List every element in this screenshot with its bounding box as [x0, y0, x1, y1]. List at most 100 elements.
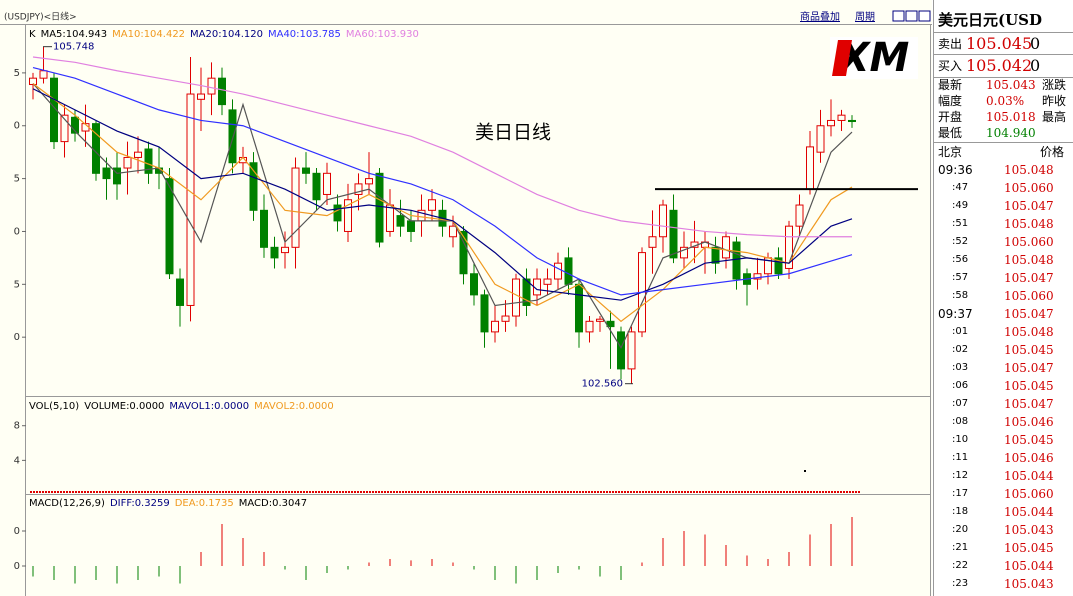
candle-body	[732, 241, 741, 280]
high-label: 105.748	[53, 42, 94, 53]
stats-row: 幅度 0.03% 昨收	[934, 93, 1073, 109]
candle-body	[669, 209, 678, 259]
tick-time: :22	[952, 560, 969, 571]
quote-title-text: 美元日元(USD	[938, 11, 1043, 29]
tick-time: :10	[952, 434, 969, 445]
candle-body	[554, 262, 562, 280]
tick-time: :17	[952, 488, 969, 499]
tick-price: 105.048	[1004, 325, 1054, 339]
candle-body	[354, 183, 363, 195]
tick-time: :23	[952, 578, 969, 589]
tick-price: 105.046	[1004, 415, 1054, 429]
tick-price: 105.044	[1004, 469, 1054, 483]
tick-price: 105.043	[1004, 577, 1054, 591]
candle-body	[428, 199, 436, 211]
sell-price: 105.045	[966, 34, 1033, 53]
tick-row: :02 105.045	[934, 341, 1073, 359]
candle-body	[848, 119, 856, 123]
legend-entry: MACD:0.3047	[239, 498, 307, 509]
candle-body	[249, 162, 258, 211]
legend-entry: DEA:0.1735	[175, 498, 234, 509]
tick-price: 105.047	[1004, 271, 1054, 285]
candle-body	[165, 178, 174, 275]
tick-price: 105.047	[1004, 199, 1054, 213]
tick-time: :58	[952, 290, 969, 301]
candle-body	[501, 315, 510, 322]
tick-price: 105.045	[1004, 379, 1054, 393]
low-label: 102.560	[582, 379, 623, 390]
period-link[interactable]: 周期	[855, 11, 875, 23]
tick-price: 105.047	[1004, 361, 1054, 375]
candle-body	[575, 283, 583, 333]
tick-row: :57 105.047	[934, 269, 1073, 287]
stats-value: 104.940	[986, 126, 1036, 140]
buy-extra: 0	[1030, 56, 1041, 75]
legend-entry: MACD(12,26,9)	[29, 498, 105, 509]
volume-dot	[804, 470, 806, 472]
stats-value: 0.03%	[986, 94, 1025, 108]
candle-body	[344, 199, 352, 232]
candle-body	[543, 278, 552, 285]
candle-body	[816, 125, 825, 153]
stats-value: 105.018	[986, 110, 1036, 124]
tick-row: 09:36 105.048	[934, 161, 1073, 179]
tick-time: :01	[952, 326, 969, 337]
candle-body	[680, 246, 688, 259]
tick-row: :47 105.060	[934, 179, 1073, 197]
candle-body	[50, 77, 58, 143]
tick-price: 105.045	[1004, 541, 1054, 555]
candle-body	[375, 172, 384, 243]
tick-time: :08	[952, 416, 969, 427]
ma-line	[32, 67, 853, 296]
tick-price: 105.044	[1004, 505, 1054, 519]
tick-price: 105.045	[1004, 343, 1054, 357]
tick-row: :06 105.045	[934, 377, 1073, 395]
ticks-header: 北京 价格	[934, 142, 1073, 161]
tick-time: 09:37	[938, 307, 973, 321]
candle-body	[522, 278, 531, 306]
legend-entry: K	[29, 29, 36, 40]
tick-row: :18 105.044	[934, 503, 1073, 521]
legend-entry: DIFF:0.3259	[110, 498, 170, 509]
candle-body	[29, 77, 37, 86]
candle-body	[596, 318, 604, 322]
tick-time: :07	[952, 398, 969, 409]
tick-row: :23 105.043	[934, 575, 1073, 593]
candle-body	[564, 257, 573, 285]
sell-extra: 0	[1030, 34, 1041, 53]
tick-time: :52	[952, 236, 969, 247]
quote-title: 美元日元(USD	[934, 8, 1073, 32]
stats-value: 105.043	[986, 78, 1036, 92]
candle-body	[365, 178, 373, 185]
overlay-link[interactable]: 商品叠加	[800, 10, 840, 23]
tick-price: 105.045	[1004, 433, 1054, 447]
tick-time: :57	[952, 272, 969, 283]
tick-price: 105.047	[1004, 307, 1054, 321]
candle-body	[774, 257, 783, 275]
candle-body	[312, 172, 321, 201]
candle-body	[711, 246, 720, 264]
legend-entry: MA5:104.943	[41, 29, 108, 40]
stats-row: 最低 104.940	[934, 125, 1073, 141]
y-tick-label: 0	[14, 561, 20, 572]
tick-row: 09:37 105.047	[934, 305, 1073, 323]
candle-body	[71, 116, 79, 134]
tick-time: :18	[952, 506, 969, 517]
tick-row: :22 105.044	[934, 557, 1073, 575]
stats-label: 开盘	[938, 110, 963, 124]
ticks-header-time: 北京	[938, 145, 963, 159]
y-tick-label: 5	[14, 174, 20, 185]
tick-time: :20	[952, 524, 969, 535]
legend-entry: MA20:104.120	[190, 29, 263, 40]
candle-body	[659, 204, 667, 238]
stats-label: 幅度	[938, 94, 963, 108]
candle-body	[627, 331, 636, 370]
tick-price: 105.044	[1004, 559, 1054, 573]
legend-entry: MA10:104.422	[112, 29, 185, 40]
tick-row: :08 105.046	[934, 413, 1073, 431]
quote-panel: 美元日元(USD 卖出 105.045 0 买入 105.042 0 最新 105…	[933, 0, 1073, 596]
stats-row: 开盘 105.018 最高	[934, 109, 1073, 125]
chart: (USDJPY)<日线> 商品叠加 周期 美日日线 XM 5 0 5 0 5 0 K MA5:…	[0, 0, 932, 596]
toolbar-icons[interactable]	[892, 10, 931, 22]
